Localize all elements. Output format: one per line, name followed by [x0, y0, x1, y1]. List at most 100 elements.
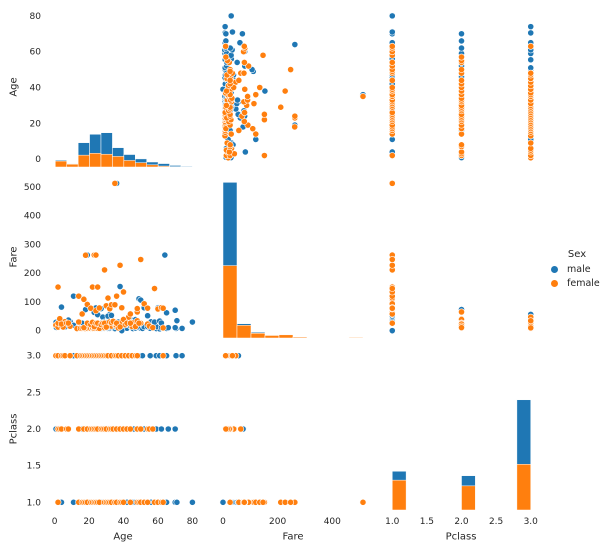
data-point-male [229, 28, 236, 36]
tick-label: 0 [52, 517, 58, 527]
hist-bar-female [146, 164, 159, 168]
data-point-female [137, 256, 145, 263]
x-tick-labels-fare: 0 200 400 [220, 517, 341, 527]
data-point-female [244, 93, 251, 100]
tick-label: 1.5 [27, 462, 41, 472]
data-point-female [159, 498, 167, 506]
data-point-female [151, 285, 158, 292]
data-point-female [222, 425, 230, 433]
data-point-female [149, 324, 157, 332]
data-point-male [146, 352, 154, 360]
panel-scatter-pclass-age [388, 12, 535, 162]
data-point-male [221, 23, 229, 31]
data-point-female [259, 498, 267, 506]
hist-bar-female [66, 163, 79, 168]
data-point-male [178, 325, 186, 332]
hist-bar-female [236, 325, 252, 339]
data-point-male [234, 96, 241, 104]
tick-label: 100 [24, 298, 41, 308]
tick-label: 0 [35, 155, 41, 165]
data-point-female [388, 76, 396, 84]
tick-label: 40 [118, 517, 130, 527]
data-point-female [226, 141, 234, 149]
data-point-female [223, 87, 230, 95]
data-point-female [527, 139, 535, 147]
panel-scatter-fare-pclass [219, 352, 367, 506]
data-point-female [222, 53, 230, 61]
tick-label: 60 [30, 48, 42, 58]
data-point-female [527, 69, 535, 77]
data-point-male [161, 251, 169, 259]
tick-label: 60 [152, 517, 164, 527]
data-point-female [54, 283, 62, 291]
data-point-male [58, 303, 65, 311]
data-point-female [144, 304, 152, 312]
data-point-male [388, 12, 396, 20]
tick-label: 40 [30, 84, 42, 94]
tick-label: 1.0 [385, 517, 400, 527]
legend-item-female: female [545, 276, 609, 290]
data-point-female [126, 498, 134, 506]
hist-bar-female [112, 156, 125, 168]
data-point-female [82, 251, 89, 259]
x-tick-labels-age: 0 20 40 60 80 [52, 517, 199, 527]
x-tick-labels-pclass: 1.0 1.5 2.0 2.5 3.0 [385, 517, 538, 527]
data-point-female [388, 285, 396, 292]
x-axis-label-fare: Fare [282, 531, 304, 543]
data-point-female [92, 251, 100, 259]
data-point-male [108, 311, 115, 319]
data-point-female [94, 283, 102, 291]
data-point-female [388, 84, 396, 91]
hist-bar-female [135, 162, 147, 168]
data-point-female [54, 498, 62, 506]
data-point-female [458, 141, 465, 149]
data-point-female [222, 352, 230, 360]
legend-item-female-label: female [567, 277, 600, 289]
hist-bar-female [292, 336, 308, 339]
tick-label: 1.5 [420, 517, 434, 527]
data-point-female [388, 59, 396, 66]
tick-label: 0 [220, 517, 226, 527]
panel-scatter-age-fare [52, 179, 196, 335]
data-point-female [144, 498, 152, 506]
data-point-male [222, 30, 230, 38]
hist-bar-female [250, 332, 266, 339]
data-point-male [458, 30, 465, 38]
data-point-male [172, 352, 180, 360]
data-point-female [458, 76, 465, 84]
data-point-female [235, 127, 243, 134]
data-point-female [226, 76, 234, 84]
data-point-female [235, 76, 243, 84]
tick-label: 300 [24, 240, 41, 250]
data-point-female [250, 100, 258, 108]
y-tick-labels-age: 0 20 40 60 80 [30, 12, 42, 165]
hist-bar-female [516, 464, 531, 511]
data-point-female [458, 324, 465, 332]
data-point-female [116, 261, 124, 269]
data-point-female [252, 91, 260, 99]
data-point-female [64, 425, 72, 433]
data-point-female [137, 425, 145, 433]
legend-item-male-label: male [567, 263, 591, 275]
data-point-female [388, 304, 396, 312]
data-point-female [159, 304, 167, 312]
data-point-male [171, 425, 179, 433]
data-point-male [158, 425, 165, 433]
data-point-female [458, 308, 465, 316]
data-point-female [261, 110, 268, 118]
panel-scatter-age-pclass [52, 352, 196, 506]
tick-label: 500 [24, 183, 41, 193]
data-point-female [388, 256, 396, 263]
data-point-female [388, 42, 396, 50]
data-point-female [241, 85, 249, 93]
tick-label: 2.5 [27, 388, 41, 398]
hist-bar-female [264, 335, 280, 339]
data-point-male [189, 498, 196, 506]
data-point-male [233, 59, 241, 66]
data-point-female [458, 66, 465, 73]
data-point-male [219, 498, 227, 506]
data-point-female [287, 498, 295, 506]
data-point-female [140, 300, 148, 308]
data-point-male [163, 309, 170, 317]
